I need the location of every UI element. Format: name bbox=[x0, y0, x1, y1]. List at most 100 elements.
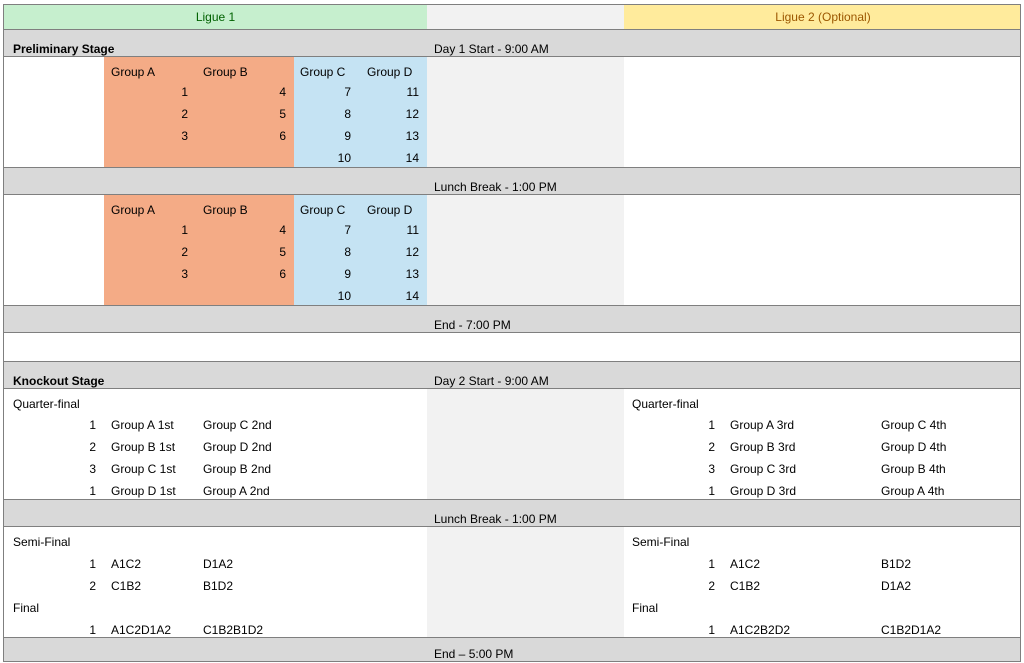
knockout-end-label: End – 5:00 PM bbox=[434, 647, 514, 661]
team-number: 3 bbox=[181, 267, 188, 281]
group-d-label: Group D bbox=[367, 65, 413, 79]
match-number: 1 bbox=[708, 623, 715, 637]
team-number: 10 bbox=[337, 289, 351, 303]
match-number: 1 bbox=[89, 557, 96, 571]
team-number: 4 bbox=[279, 85, 286, 99]
match-home: Group B 3rd bbox=[730, 440, 796, 454]
match-number: 2 bbox=[708, 579, 715, 593]
group-a-label: Group A bbox=[111, 65, 156, 79]
match-number: 2 bbox=[708, 440, 715, 454]
match-number: 3 bbox=[89, 462, 96, 476]
ligue1-sf-label: Semi-Final bbox=[13, 535, 71, 549]
match-home: A1C2 bbox=[730, 557, 761, 571]
match-home: Group B 1st bbox=[111, 440, 176, 454]
ligue1-header: Ligue 1 bbox=[4, 5, 427, 29]
preliminary-end-row: End - 7:00 PM bbox=[4, 305, 1020, 333]
match-home: A1C2 bbox=[111, 557, 142, 571]
ligue2-header-label: Ligue 2 (Optional) bbox=[775, 10, 871, 24]
team-number: 14 bbox=[405, 289, 419, 303]
preliminary-lunch-label: Lunch Break - 1:00 PM bbox=[434, 180, 557, 194]
team-number: 8 bbox=[344, 107, 351, 121]
match-away: B1D2 bbox=[881, 557, 912, 571]
schedule-sheet: Ligue 1 Ligue 2 (Optional) Preliminary S… bbox=[3, 4, 1021, 662]
ligue1-final-label: Final bbox=[13, 601, 40, 615]
match-away: D1A2 bbox=[881, 579, 912, 593]
match-number: 1 bbox=[89, 623, 96, 637]
ligue1-qf-label: Quarter-final bbox=[13, 397, 80, 411]
team-number: 1 bbox=[181, 85, 188, 99]
match-home: Group C 3rd bbox=[730, 462, 797, 476]
match-away: Group B 2nd bbox=[203, 462, 272, 476]
group-a-label: Group A bbox=[111, 203, 156, 217]
team-number: 6 bbox=[279, 129, 286, 143]
match-away: Group A 4th bbox=[881, 484, 945, 498]
match-away: C1B2B1D2 bbox=[203, 623, 264, 637]
preliminary-end-label: End - 7:00 PM bbox=[434, 318, 511, 332]
team-number: 6 bbox=[279, 267, 286, 281]
preliminary-stage-title: Preliminary Stage bbox=[13, 42, 115, 56]
match-away: Group C 2nd bbox=[203, 418, 272, 432]
spacer-row bbox=[4, 333, 1020, 361]
knockout-end-row: End – 5:00 PM bbox=[4, 637, 1020, 661]
knockout-title-row: Knockout Stage Day 2 Start - 9:00 AM bbox=[4, 361, 1020, 389]
middle-column-qf bbox=[427, 389, 624, 499]
team-number: 10 bbox=[337, 151, 351, 165]
team-number: 9 bbox=[344, 129, 351, 143]
groups-cd-block1 bbox=[294, 57, 427, 167]
team-number: 12 bbox=[405, 107, 419, 121]
match-home: C1B2 bbox=[111, 579, 142, 593]
team-number: 2 bbox=[181, 107, 188, 121]
match-away: Group A 2nd bbox=[203, 484, 270, 498]
team-number: 5 bbox=[279, 107, 286, 121]
team-number: 3 bbox=[181, 129, 188, 143]
ligue2-header: Ligue 2 (Optional) bbox=[624, 5, 1020, 29]
match-number: 3 bbox=[708, 462, 715, 476]
header-middle-cell bbox=[427, 5, 624, 29]
knockout-lunch-row: Lunch Break - 1:00 PM bbox=[4, 499, 1020, 527]
team-number: 4 bbox=[279, 223, 286, 237]
groups-cd-block2 bbox=[294, 195, 427, 305]
match-home: Group D 1st bbox=[111, 484, 176, 498]
team-number: 7 bbox=[344, 85, 351, 99]
match-home: A1C2D1A2 bbox=[111, 623, 172, 637]
team-number: 13 bbox=[405, 267, 419, 281]
match-away: B1D2 bbox=[203, 579, 234, 593]
team-number: 9 bbox=[344, 267, 351, 281]
match-number: 1 bbox=[708, 418, 715, 432]
match-away: D1A2 bbox=[203, 557, 234, 571]
group-b-label: Group B bbox=[203, 65, 248, 79]
ligue2-final-label: Final bbox=[632, 601, 659, 615]
team-number: 8 bbox=[344, 245, 351, 259]
groups-ab-block2 bbox=[104, 195, 294, 305]
match-number: 1 bbox=[89, 418, 96, 432]
group-c-label: Group C bbox=[300, 203, 346, 217]
team-number: 7 bbox=[344, 223, 351, 237]
preliminary-title-row: Preliminary Stage Day 1 Start - 9:00 AM bbox=[4, 29, 1020, 57]
middle-column-sf bbox=[427, 527, 624, 637]
knockout-lunch-label: Lunch Break - 1:00 PM bbox=[434, 512, 557, 526]
team-number: 5 bbox=[279, 245, 286, 259]
group-d-label: Group D bbox=[367, 203, 413, 217]
team-number: 14 bbox=[405, 151, 419, 165]
match-away: Group B 4th bbox=[881, 462, 946, 476]
team-number: 1 bbox=[181, 223, 188, 237]
knockout-stage-title: Knockout Stage bbox=[13, 374, 105, 388]
preliminary-lunch-row: Lunch Break - 1:00 PM bbox=[4, 167, 1020, 195]
team-number: 11 bbox=[406, 223, 419, 237]
day2-start-label: Day 2 Start - 9:00 AM bbox=[434, 374, 549, 388]
group-b-label: Group B bbox=[203, 203, 248, 217]
groups-ab-block1 bbox=[104, 57, 294, 167]
match-home: A1C2B2D2 bbox=[730, 623, 791, 637]
match-away: Group C 4th bbox=[881, 418, 947, 432]
team-number: 2 bbox=[181, 245, 188, 259]
ligue1-header-label: Ligue 1 bbox=[195, 10, 236, 24]
match-number: 2 bbox=[89, 440, 96, 454]
match-home: Group D 3rd bbox=[730, 484, 797, 498]
match-away: C1B2D1A2 bbox=[881, 623, 942, 637]
match-number: 1 bbox=[708, 484, 715, 498]
match-away: Group D 4th bbox=[881, 440, 947, 454]
group-c-label: Group C bbox=[300, 65, 346, 79]
match-home: C1B2 bbox=[730, 579, 761, 593]
ligue2-sf-label: Semi-Final bbox=[632, 535, 690, 549]
team-number: 11 bbox=[406, 85, 419, 99]
